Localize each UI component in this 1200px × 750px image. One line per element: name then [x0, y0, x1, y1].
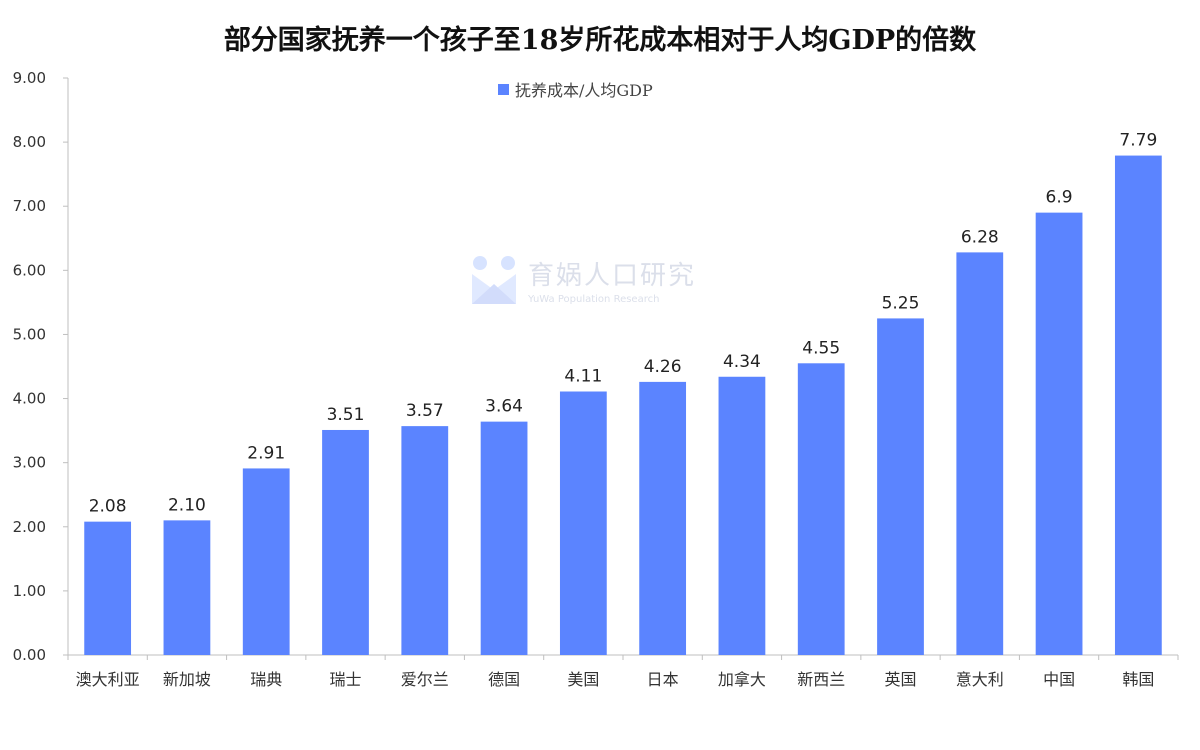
y-tick-label: 7.00 — [13, 197, 46, 215]
bar — [1035, 212, 1083, 655]
data-label: 6.9 — [1046, 188, 1073, 208]
bar — [322, 429, 369, 655]
watermark-text: 育娲人口研究 — [528, 261, 697, 291]
x-tick-label: 澳大利亚 — [76, 670, 140, 689]
bar — [718, 376, 766, 655]
legend-label: 抚养成本/人均GDP — [515, 81, 653, 100]
data-label: 4.55 — [802, 338, 840, 358]
chart-title: 部分国家抚养一个孩子至18岁所花成本相对于人均GDP的倍数 — [223, 25, 977, 56]
data-label: 2.91 — [247, 443, 285, 463]
data-label: 5.25 — [882, 293, 920, 313]
y-tick-label: 1.00 — [13, 582, 46, 600]
data-label: 2.10 — [168, 495, 206, 515]
x-tick-label: 德国 — [488, 670, 520, 689]
x-tick-label: 新西兰 — [797, 670, 845, 689]
watermark: 育娲人口研究 YuWa Population Research — [470, 254, 696, 306]
x-tick-label: 加拿大 — [718, 670, 766, 689]
bar — [1114, 155, 1162, 655]
watermark-logo-icon — [472, 256, 516, 304]
y-tick-label: 0.00 — [13, 646, 46, 664]
x-tick-label: 美国 — [567, 670, 599, 689]
y-tick-label: 2.00 — [13, 518, 46, 536]
data-label: 7.79 — [1119, 131, 1157, 151]
bar — [401, 426, 449, 655]
y-tick-label: 9.00 — [13, 69, 46, 87]
y-tick-label: 6.00 — [13, 261, 46, 279]
x-tick-label: 瑞士 — [329, 670, 361, 689]
data-label: 3.57 — [406, 401, 444, 421]
data-label: 3.64 — [485, 397, 523, 417]
x-tick-label: 新加坡 — [163, 670, 211, 689]
x-tick-label: 日本 — [647, 670, 679, 689]
y-tick-label: 3.00 — [13, 454, 46, 472]
x-tick-label: 韩国 — [1122, 670, 1154, 689]
legend-swatch — [498, 83, 509, 95]
data-label: 3.51 — [327, 405, 365, 425]
y-tick-label: 4.00 — [13, 390, 46, 408]
y-tick-label: 5.00 — [13, 325, 46, 343]
bar — [877, 318, 924, 655]
x-tick-label: 爱尔兰 — [401, 670, 449, 689]
data-label: 2.08 — [89, 497, 127, 517]
data-label: 4.11 — [564, 367, 602, 387]
y-tick-label: 8.00 — [13, 133, 46, 151]
bar — [639, 381, 687, 655]
data-label: 4.26 — [644, 357, 682, 377]
data-label: 6.28 — [961, 227, 999, 247]
x-tick-label: 意大利 — [956, 670, 1004, 689]
bar — [84, 521, 132, 655]
watermark-subtext: YuWa Population Research — [528, 294, 660, 305]
x-tick-label: 中国 — [1043, 670, 1075, 689]
bar — [797, 363, 845, 655]
bar — [163, 520, 211, 655]
data-label: 4.34 — [723, 352, 761, 372]
x-tick-label: 英国 — [884, 670, 916, 689]
bar — [559, 391, 607, 655]
x-tick-label: 瑞典 — [250, 670, 282, 689]
bar — [480, 421, 528, 655]
legend: 抚养成本/人均GDP — [498, 77, 653, 101]
bar — [242, 468, 290, 655]
bar — [956, 252, 1004, 656]
